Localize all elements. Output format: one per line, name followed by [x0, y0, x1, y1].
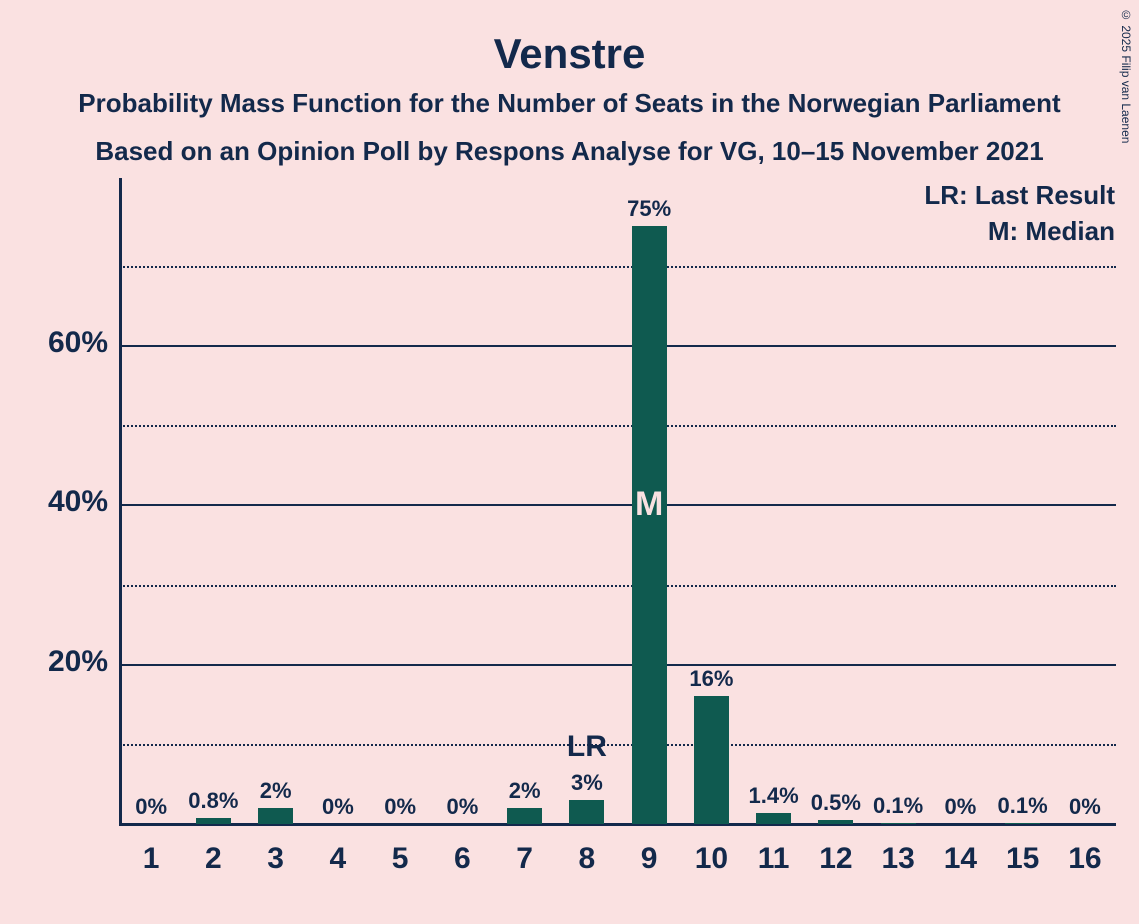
- x-axis-label: 14: [935, 842, 985, 876]
- bar-value-label: 0%: [121, 794, 181, 820]
- gridline-minor: [120, 585, 1116, 587]
- gridline-minor: [120, 266, 1116, 268]
- bar: [569, 800, 604, 824]
- x-axis-label: 1: [126, 842, 176, 876]
- x-axis-label: 10: [686, 842, 736, 876]
- bar: [818, 820, 853, 824]
- bar-value-label: 2%: [246, 778, 306, 804]
- legend-lr: LR: Last Result: [924, 180, 1115, 211]
- gridline-major: [120, 345, 1116, 347]
- x-axis-label: 12: [811, 842, 861, 876]
- bar: [632, 226, 667, 824]
- gridline-major: [120, 504, 1116, 506]
- bar-value-label: 2%: [495, 778, 555, 804]
- bar-value-label: 0%: [1055, 794, 1115, 820]
- x-axis-label: 3: [251, 842, 301, 876]
- legend-m: M: Median: [988, 216, 1115, 247]
- bar-value-label: 0.5%: [806, 790, 866, 816]
- x-axis-label: 5: [375, 842, 425, 876]
- x-axis-label: 15: [998, 842, 1048, 876]
- bar: [258, 808, 293, 824]
- y-axis-label: 20%: [48, 645, 108, 679]
- bar-value-label: 75%: [619, 196, 679, 222]
- copyright: © 2025 Filip van Laenen: [1119, 8, 1133, 143]
- bar-value-label: 0.1%: [868, 793, 928, 819]
- gridline-minor: [120, 744, 1116, 746]
- x-axis-label: 6: [437, 842, 487, 876]
- chart-title: Venstre: [0, 30, 1139, 78]
- x-axis-label: 2: [188, 842, 238, 876]
- bar-value-label: 1.4%: [744, 783, 804, 809]
- x-axis-label: 7: [500, 842, 550, 876]
- chart-subtitle-1: Probability Mass Function for the Number…: [0, 88, 1139, 119]
- bar-value-label: 0%: [432, 794, 492, 820]
- bar-value-label: 0%: [308, 794, 368, 820]
- bar: [881, 823, 916, 824]
- y-axis: [119, 178, 122, 824]
- bar-value-label: 0%: [930, 794, 990, 820]
- x-axis-label: 11: [749, 842, 799, 876]
- bar: [756, 813, 791, 824]
- bar: [1005, 823, 1040, 824]
- bar-value-label: 3%: [557, 770, 617, 796]
- x-axis-label: 4: [313, 842, 363, 876]
- bar-value-label: 0%: [370, 794, 430, 820]
- bar: [694, 696, 729, 824]
- y-axis-label: 40%: [48, 485, 108, 519]
- bar-value-label: 0.1%: [993, 793, 1053, 819]
- bar: [196, 818, 231, 824]
- gridline-minor: [120, 425, 1116, 427]
- x-axis-label: 9: [624, 842, 674, 876]
- bar-value-label: 0.8%: [183, 788, 243, 814]
- gridline-major: [120, 664, 1116, 666]
- lr-marker: LR: [557, 730, 617, 764]
- median-marker: M: [632, 485, 667, 524]
- chart-subtitle-2: Based on an Opinion Poll by Respons Anal…: [0, 136, 1139, 167]
- y-axis-label: 60%: [48, 326, 108, 360]
- x-axis-label: 16: [1060, 842, 1110, 876]
- bar: [507, 808, 542, 824]
- x-axis-label: 8: [562, 842, 612, 876]
- bar-value-label: 16%: [681, 666, 741, 692]
- x-axis-label: 13: [873, 842, 923, 876]
